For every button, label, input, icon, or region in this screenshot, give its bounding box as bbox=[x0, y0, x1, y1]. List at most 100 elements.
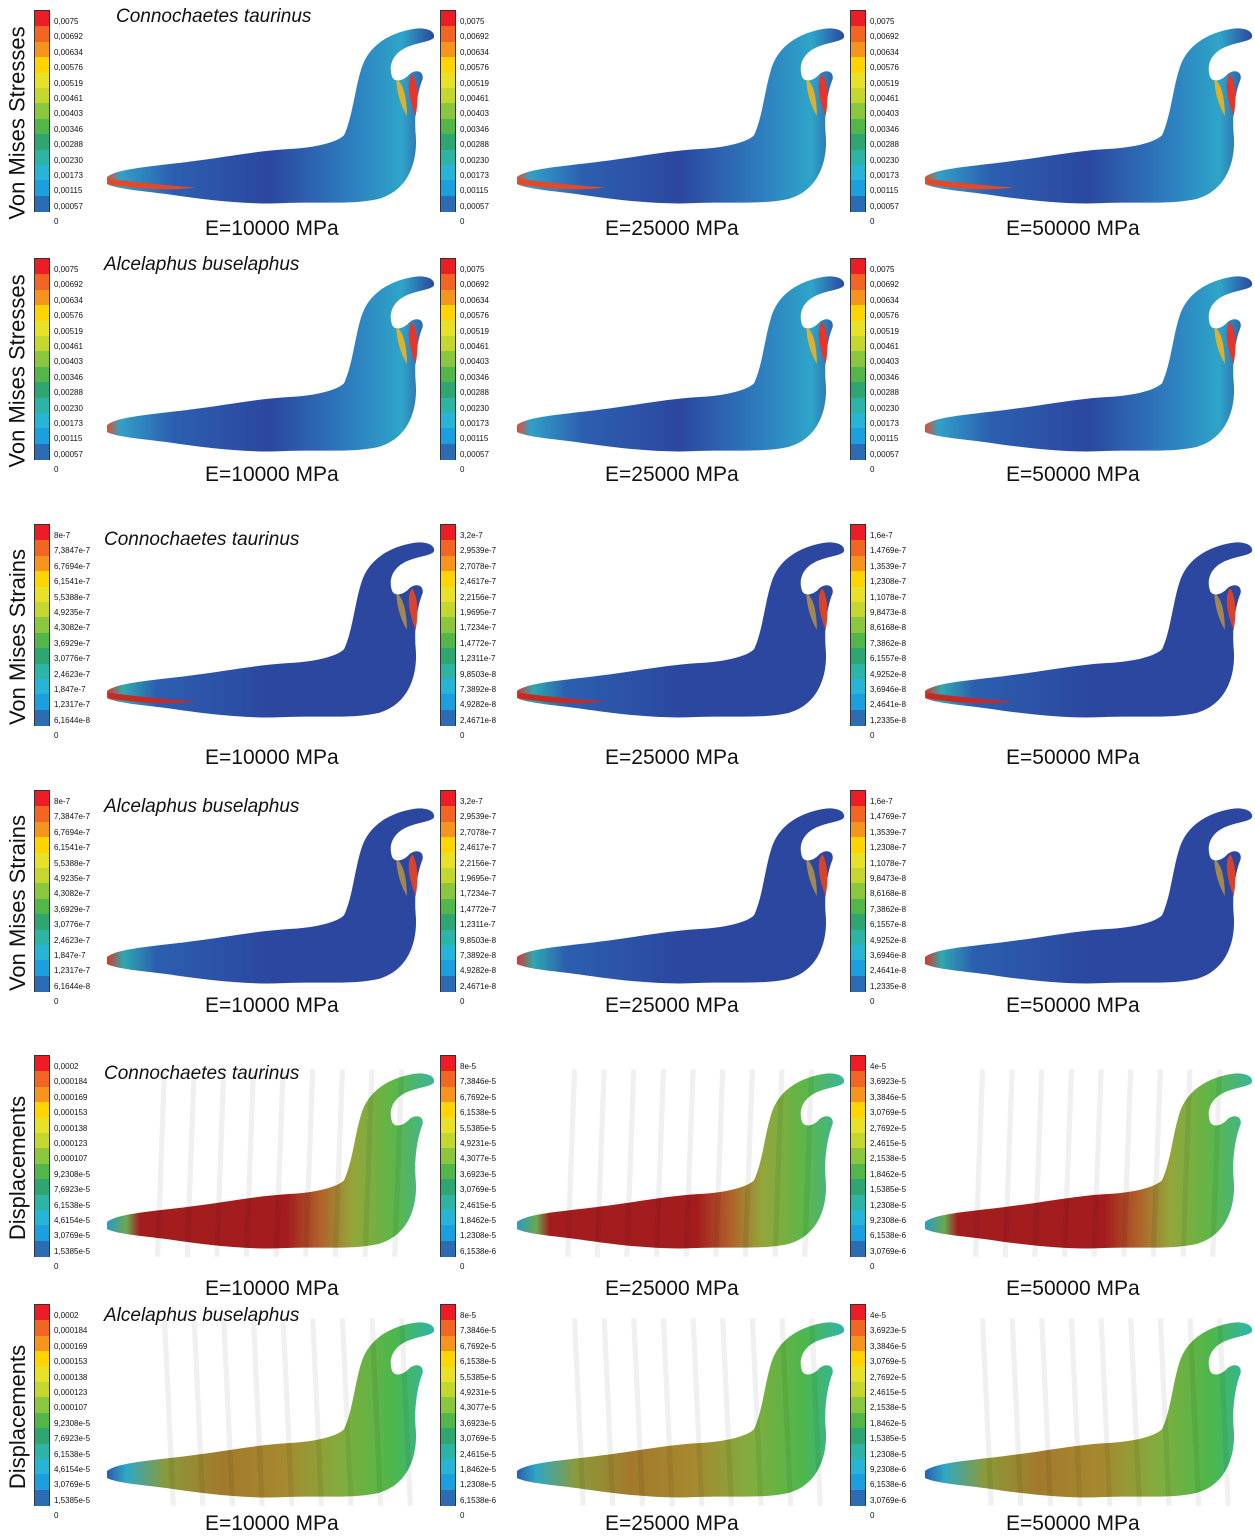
condyle-highlight bbox=[408, 322, 418, 364]
legend-swatch bbox=[441, 1412, 455, 1429]
legend-tick-label: 8,6168e-8 bbox=[870, 889, 907, 899]
legend-swatch bbox=[35, 26, 49, 43]
legend-tick-label: 0,00173 bbox=[54, 171, 83, 180]
condyle-highlight bbox=[818, 74, 828, 116]
legend-swatch bbox=[35, 1320, 49, 1337]
legend-tick-label: 0,00346 bbox=[870, 372, 899, 382]
legend-swatch bbox=[851, 118, 865, 135]
mandible-model-r4-c0 bbox=[106, 1069, 435, 1257]
legend-color-bar bbox=[440, 524, 456, 727]
legend-swatch bbox=[441, 663, 455, 680]
legend-swatch bbox=[441, 351, 455, 368]
legend-swatch bbox=[851, 165, 865, 181]
legend-swatch bbox=[851, 11, 865, 27]
legend-swatch bbox=[441, 57, 455, 74]
legend-swatch bbox=[441, 914, 455, 931]
legend-swatch bbox=[851, 1117, 865, 1134]
legend-tick-label: 0,00346 bbox=[460, 372, 489, 382]
legend-tick-label: 0 bbox=[870, 217, 875, 227]
legend-tick-label: 7,3847e-7 bbox=[54, 546, 91, 556]
legend-swatch bbox=[441, 72, 455, 89]
modulus-caption-25000: E=25000 MPa bbox=[605, 1277, 739, 1300]
legend-tick-label: 1,1078e-7 bbox=[870, 858, 907, 868]
legend-tick-label: 1,2308e-5 bbox=[870, 1449, 907, 1459]
legend-swatch bbox=[35, 1194, 49, 1211]
legend-swatch bbox=[851, 1397, 865, 1414]
legend-swatch bbox=[851, 57, 865, 74]
legend-tick-label: 8e-5 bbox=[460, 1311, 477, 1320]
legend-swatch bbox=[851, 709, 865, 726]
legend-swatch bbox=[35, 1179, 49, 1196]
legend-tick-label: 6,1538e-6 bbox=[870, 1231, 907, 1241]
legend-swatch bbox=[851, 1366, 865, 1383]
legend-tick-label: 2,7692e-5 bbox=[870, 1372, 907, 1382]
legend-tick-label: 9,8503e-8 bbox=[460, 935, 497, 945]
legend-swatch bbox=[35, 1351, 49, 1368]
legend-swatch bbox=[441, 571, 455, 588]
legend-tick-label: 0,00115 bbox=[870, 434, 899, 444]
legend-tick-label: 6,7694e-7 bbox=[54, 827, 91, 837]
legend-tick-label: 2,4671e-8 bbox=[460, 715, 497, 725]
legend-tick-label: 0,00288 bbox=[870, 388, 899, 398]
legend-swatch bbox=[851, 898, 865, 915]
legend-tick-label: 0,00230 bbox=[54, 155, 83, 165]
mandible-model-r5-c1 bbox=[516, 1318, 845, 1507]
legend-tick-label: 0,00692 bbox=[54, 32, 83, 42]
legend-swatch bbox=[851, 821, 865, 838]
legend-swatch bbox=[441, 555, 455, 572]
legend-swatch bbox=[441, 134, 455, 151]
legend-swatch bbox=[441, 289, 455, 306]
legend-swatch bbox=[851, 1194, 865, 1211]
legend-swatch bbox=[35, 397, 49, 414]
legend-tick-label: 1,5385e-5 bbox=[870, 1185, 907, 1195]
legend-tick-label: 0,00576 bbox=[870, 311, 899, 321]
legend-tick-label: 1,7234e-7 bbox=[460, 623, 497, 633]
legend-swatch bbox=[851, 1210, 865, 1226]
legend-tick-label: 2,4615e-5 bbox=[460, 1200, 497, 1210]
legend-tick-label: 0,0075 bbox=[870, 17, 895, 26]
species-label-connochaetes-stress: Connochaetes taurinus bbox=[116, 6, 312, 27]
legend-tick-label: 3,2e-7 bbox=[460, 797, 483, 806]
condyle-highlight bbox=[408, 854, 418, 896]
legend-tick-label: 0,00634 bbox=[54, 47, 83, 57]
legend-tick-label: 0,00519 bbox=[54, 78, 83, 88]
legend-tick-label: 0 bbox=[460, 1262, 465, 1272]
legend-swatch bbox=[35, 1443, 49, 1460]
legend-tick-label: 6,1541e-7 bbox=[54, 843, 91, 853]
legend-tick-label: 5,5385e-5 bbox=[460, 1123, 497, 1133]
condyle-highlight bbox=[1226, 74, 1236, 116]
legend-swatch bbox=[35, 679, 49, 695]
legend-tick-label: 0,00288 bbox=[54, 140, 83, 150]
legend-swatch bbox=[441, 336, 455, 352]
legend-tick-label: 0,00692 bbox=[870, 32, 899, 42]
legend-swatch bbox=[35, 366, 49, 383]
legend-swatch bbox=[441, 1102, 455, 1119]
legend-swatch bbox=[441, 428, 455, 445]
legend-tick-label: 4,9231e-5 bbox=[460, 1388, 497, 1397]
legend-tick-label: 1,8462e-5 bbox=[460, 1216, 497, 1225]
legend-tick-label: 3,0769e-5 bbox=[460, 1434, 497, 1444]
modulus-caption-25000: E=25000 MPa bbox=[605, 994, 739, 1017]
legend-tick-label: 3,0769e-5 bbox=[870, 1357, 907, 1367]
legend-tick-label: 1,2311e-7 bbox=[460, 920, 496, 930]
legend-tick-label: 0,00403 bbox=[870, 357, 899, 367]
legend-swatch bbox=[35, 336, 49, 352]
legend-tick-label: 0,0075 bbox=[460, 265, 485, 274]
legend-tick-label: 0,00692 bbox=[54, 280, 83, 290]
legend-swatch bbox=[851, 1382, 865, 1398]
legend-swatch bbox=[35, 1397, 49, 1414]
legend-swatch bbox=[35, 1102, 49, 1119]
legend-tick-label: 4,9282e-8 bbox=[460, 966, 497, 976]
legend-swatch bbox=[441, 821, 455, 838]
condyle-highlight bbox=[818, 588, 828, 630]
legend-swatch bbox=[851, 26, 865, 43]
legend-tick-label: 2,4623e-7 bbox=[54, 935, 91, 945]
modulus-caption-25000: E=25000 MPa bbox=[605, 1512, 739, 1535]
legend-tick-label: 0,000107 bbox=[54, 1154, 88, 1164]
legend-swatch bbox=[851, 351, 865, 368]
modulus-caption-10000: E=10000 MPa bbox=[205, 217, 339, 240]
legend-tick-label: 0 bbox=[460, 1511, 465, 1521]
mandible-model-r3-c0 bbox=[106, 808, 435, 984]
legend-swatch bbox=[851, 1225, 865, 1242]
legend-tick-label: 0,00057 bbox=[460, 449, 489, 459]
